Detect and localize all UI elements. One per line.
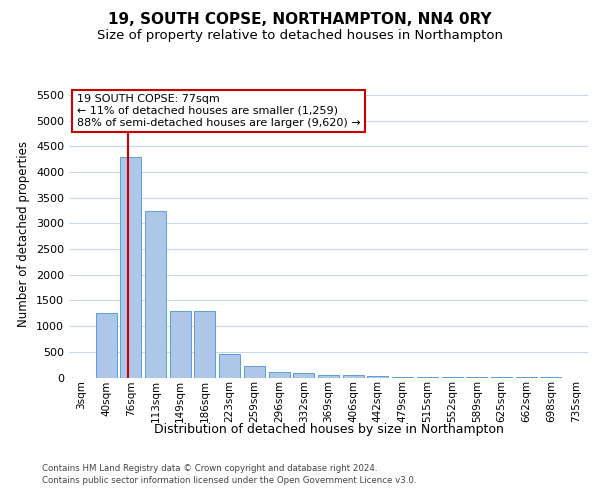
- Bar: [318, 374, 339, 378]
- Bar: [269, 372, 290, 378]
- Bar: [293, 374, 314, 378]
- Text: Contains HM Land Registry data © Crown copyright and database right 2024.: Contains HM Land Registry data © Crown c…: [42, 464, 377, 473]
- Bar: [219, 354, 240, 378]
- Text: Contains public sector information licensed under the Open Government Licence v3: Contains public sector information licen…: [42, 476, 416, 485]
- Text: Distribution of detached houses by size in Northampton: Distribution of detached houses by size …: [154, 422, 504, 436]
- Bar: [145, 210, 166, 378]
- Text: Size of property relative to detached houses in Northampton: Size of property relative to detached ho…: [97, 29, 503, 42]
- Y-axis label: Number of detached properties: Number of detached properties: [17, 141, 31, 327]
- Text: 19 SOUTH COPSE: 77sqm
← 11% of detached houses are smaller (1,259)
88% of semi-d: 19 SOUTH COPSE: 77sqm ← 11% of detached …: [77, 94, 361, 128]
- Bar: [392, 377, 413, 378]
- Bar: [194, 311, 215, 378]
- Text: 19, SOUTH COPSE, NORTHAMPTON, NN4 0RY: 19, SOUTH COPSE, NORTHAMPTON, NN4 0RY: [108, 12, 492, 28]
- Bar: [95, 314, 116, 378]
- Bar: [367, 376, 388, 378]
- Bar: [120, 156, 141, 378]
- Bar: [343, 375, 364, 378]
- Bar: [170, 311, 191, 378]
- Bar: [244, 366, 265, 378]
